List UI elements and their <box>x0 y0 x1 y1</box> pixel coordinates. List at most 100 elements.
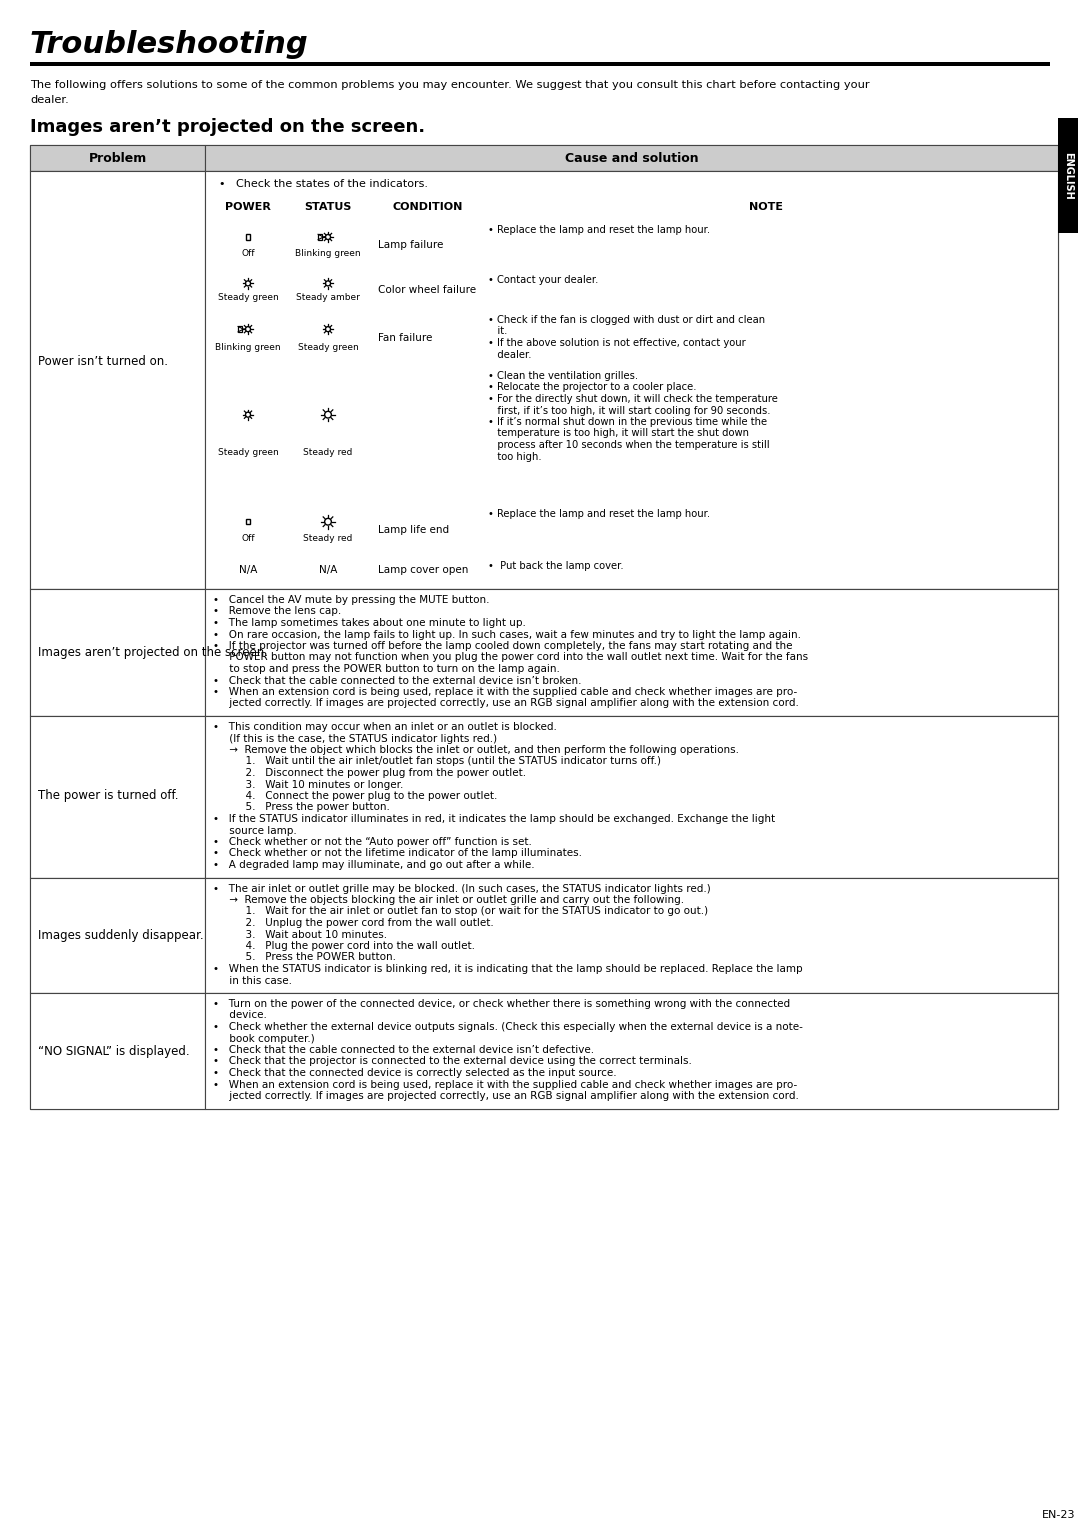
Text: Steady red: Steady red <box>303 448 353 457</box>
Text: • Replace the lamp and reset the lamp hour.: • Replace the lamp and reset the lamp ho… <box>488 225 711 235</box>
Bar <box>213 197 283 219</box>
Text: •   The lamp sometimes takes about one minute to light up.: • The lamp sometimes takes about one min… <box>213 617 526 628</box>
Bar <box>205 171 1058 588</box>
Bar <box>283 269 373 309</box>
Text: Off: Off <box>241 535 255 542</box>
Bar <box>483 365 1050 503</box>
Text: “NO SIGNAL” is displayed.: “NO SIGNAL” is displayed. <box>38 1045 190 1057</box>
Bar <box>30 993 205 1108</box>
Text: ENGLISH: ENGLISH <box>1063 151 1074 199</box>
Text: 3.   Wait about 10 minutes.: 3. Wait about 10 minutes. <box>213 929 387 940</box>
Bar <box>283 219 373 269</box>
Bar <box>205 877 1058 993</box>
Text: dealer.: dealer. <box>488 350 531 359</box>
Text: 5.   Press the POWER button.: 5. Press the POWER button. <box>213 952 396 963</box>
Bar <box>30 171 205 588</box>
Text: it.: it. <box>488 327 508 336</box>
Text: •   Check whether or not the “Auto power off” function is set.: • Check whether or not the “Auto power o… <box>213 837 531 847</box>
Text: 2.   Unplug the power cord from the wall outlet.: 2. Unplug the power cord from the wall o… <box>213 918 494 927</box>
Text: 4.   Plug the power cord into the wall outlet.: 4. Plug the power cord into the wall out… <box>213 941 475 950</box>
Text: • For the directly shut down, it will check the temperature: • For the directly shut down, it will ch… <box>488 394 778 403</box>
Text: Cause and solution: Cause and solution <box>565 151 699 165</box>
Text: Blinking green: Blinking green <box>215 342 281 351</box>
Text: The power is turned off.: The power is turned off. <box>38 788 178 802</box>
Text: temperature is too high, it will start the shut down: temperature is too high, it will start t… <box>488 428 750 439</box>
Bar <box>319 234 322 240</box>
Text: →  Remove the objects blocking the air inlet or outlet grille and carry out the : → Remove the objects blocking the air in… <box>213 895 684 905</box>
Text: The following offers solutions to some of the common problems you may encounter.: The following offers solutions to some o… <box>30 79 869 90</box>
Text: Lamp life end: Lamp life end <box>378 526 449 535</box>
Text: •   If the STATUS indicator illuminates in red, it indicates the lamp should be : • If the STATUS indicator illuminates in… <box>213 814 775 824</box>
Text: Images suddenly disappear.: Images suddenly disappear. <box>38 929 204 943</box>
Text: •   The air inlet or outlet grille may be blocked. (In such cases, the STATUS in: • The air inlet or outlet grille may be … <box>213 883 711 894</box>
Text: • Check if the fan is clogged with dust or dirt and clean: • Check if the fan is clogged with dust … <box>488 315 765 325</box>
Text: Lamp cover open: Lamp cover open <box>378 565 469 575</box>
Text: •   Remove the lens cap.: • Remove the lens cap. <box>213 607 341 616</box>
Bar <box>483 219 1050 269</box>
Bar <box>30 63 1050 66</box>
Bar <box>30 145 205 171</box>
Bar <box>373 219 483 269</box>
Bar <box>283 197 373 219</box>
Text: POWER button may not function when you plug the power cord into the wall outlet : POWER button may not function when you p… <box>213 652 808 663</box>
Text: •   Turn on the power of the connected device, or check whether there is somethi: • Turn on the power of the connected dev… <box>213 999 791 1008</box>
Bar <box>373 365 483 503</box>
Bar <box>205 717 1058 877</box>
Bar <box>246 520 249 524</box>
Text: jected correctly. If images are projected correctly, use an RGB signal amplifier: jected correctly. If images are projecte… <box>213 698 799 709</box>
Bar <box>246 234 249 240</box>
Text: •   If the projector was turned off before the lamp cooled down completely, the : • If the projector was turned off before… <box>213 642 793 651</box>
Text: Steady green: Steady green <box>298 342 359 351</box>
Bar <box>373 555 483 584</box>
Bar <box>283 503 373 555</box>
Bar <box>373 269 483 309</box>
Text: • Contact your dealer.: • Contact your dealer. <box>488 275 598 286</box>
Text: •   This condition may occur when an inlet or an outlet is blocked.: • This condition may occur when an inlet… <box>213 723 557 732</box>
Text: POWER: POWER <box>225 202 271 212</box>
Text: •   Check whether the external device outputs signals. (Check this especially wh: • Check whether the external device outp… <box>213 1022 802 1031</box>
Text: •   Cancel the AV mute by pressing the MUTE button.: • Cancel the AV mute by pressing the MUT… <box>213 594 489 605</box>
Text: Blinking green: Blinking green <box>295 249 361 258</box>
Text: 2.   Disconnect the power plug from the power outlet.: 2. Disconnect the power plug from the po… <box>213 769 526 778</box>
Bar <box>483 555 1050 584</box>
Bar <box>283 555 373 584</box>
Bar <box>1058 118 1078 232</box>
Text: Off: Off <box>241 249 255 258</box>
Bar <box>213 365 283 503</box>
Text: Troubleshooting: Troubleshooting <box>30 31 309 60</box>
Text: Lamp failure: Lamp failure <box>378 240 444 251</box>
Text: • If the above solution is not effective, contact your: • If the above solution is not effective… <box>488 338 746 348</box>
Bar <box>205 588 1058 717</box>
Text: CONDITION: CONDITION <box>393 202 463 212</box>
Bar <box>483 197 1050 219</box>
Bar <box>30 145 1058 171</box>
Text: •   Check that the projector is connected to the external device using the corre: • Check that the projector is connected … <box>213 1056 692 1067</box>
Text: →  Remove the object which blocks the inlet or outlet, and then perform the foll: → Remove the object which blocks the inl… <box>213 746 739 755</box>
Bar <box>30 717 205 877</box>
Bar <box>239 325 242 332</box>
Text: 5.   Press the power button.: 5. Press the power button. <box>213 802 390 813</box>
Bar <box>30 717 1058 877</box>
Text: Steady green: Steady green <box>218 293 279 303</box>
Bar <box>283 309 373 365</box>
Text: •   Check that the cable connected to the external device isn’t broken.: • Check that the cable connected to the … <box>213 675 581 686</box>
Bar <box>373 503 483 555</box>
Text: •   On rare occasion, the lamp fails to light up. In such cases, wait a few minu: • On rare occasion, the lamp fails to li… <box>213 630 801 640</box>
Text: Steady red: Steady red <box>303 535 353 542</box>
Text: book computer.): book computer.) <box>213 1033 314 1044</box>
Bar <box>30 993 1058 1108</box>
Text: device.: device. <box>213 1010 267 1021</box>
Text: 1.   Wait until the air inlet/outlet fan stops (until the STATUS indicator turns: 1. Wait until the air inlet/outlet fan s… <box>213 756 661 767</box>
Text: dealer.: dealer. <box>30 95 69 105</box>
Text: Power isn’t turned on.: Power isn’t turned on. <box>38 354 168 368</box>
Text: •   A degraded lamp may illuminate, and go out after a while.: • A degraded lamp may illuminate, and go… <box>213 860 535 869</box>
Text: process after 10 seconds when the temperature is still: process after 10 seconds when the temper… <box>488 440 770 451</box>
Text: Steady amber: Steady amber <box>296 293 360 303</box>
Text: • Replace the lamp and reset the lamp hour.: • Replace the lamp and reset the lamp ho… <box>488 509 711 520</box>
Bar <box>483 503 1050 555</box>
Bar <box>373 197 483 219</box>
Bar <box>483 269 1050 309</box>
Bar <box>30 877 205 993</box>
Bar <box>30 171 1058 588</box>
Bar <box>213 219 283 269</box>
